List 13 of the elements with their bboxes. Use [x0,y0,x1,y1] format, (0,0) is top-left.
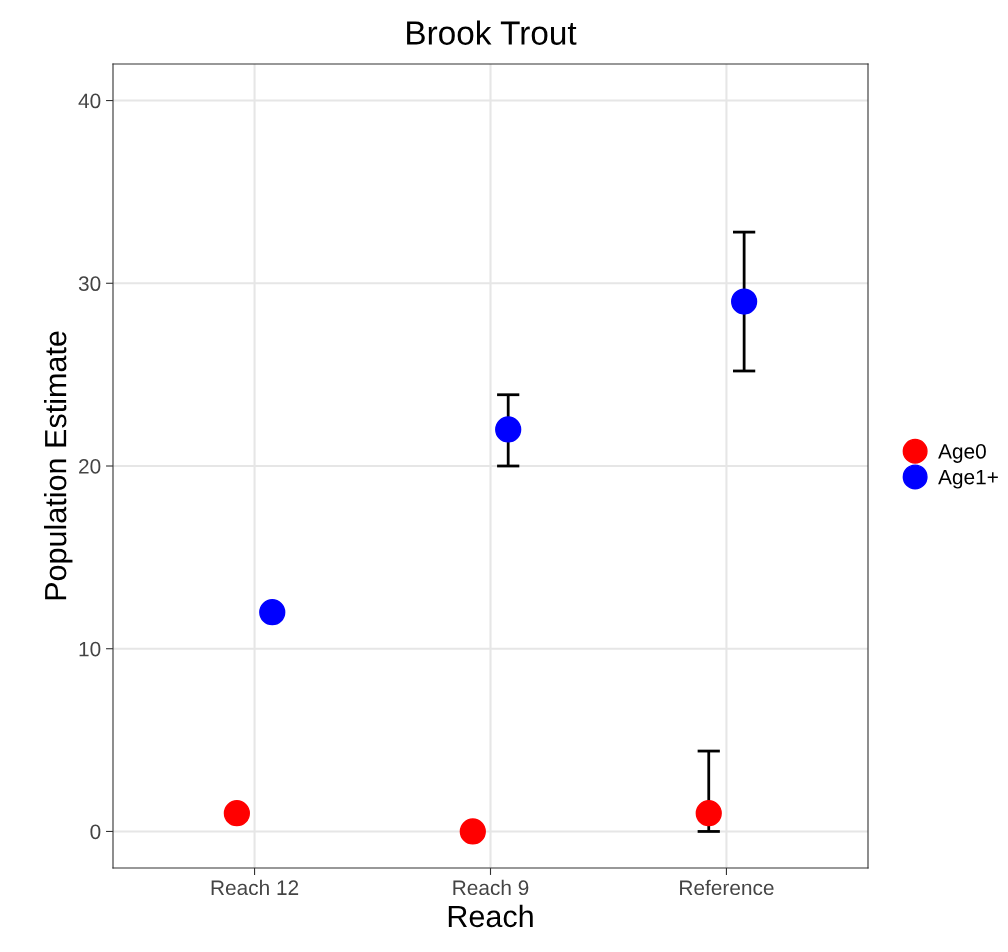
chart-title: Brook Trout [407,20,577,45]
x-tick-label: Reach 9 [453,879,529,896]
legend-label: Age1+ [938,469,998,489]
x-axis-title: Reach [448,904,533,928]
y-tick-label: 30 [78,276,101,292]
y-tick-label: 40 [78,93,101,109]
y-axis-title: Population Estimate [43,331,73,600]
x-tick-label: Reference [680,879,774,896]
y-tick-label: 20 [79,459,101,474]
y-tick-label: 10 [79,641,101,657]
x-tick-label: Reach 12 [211,879,299,896]
legend-label: Age0 [938,444,986,463]
y-tick-label: 0 [90,824,101,840]
